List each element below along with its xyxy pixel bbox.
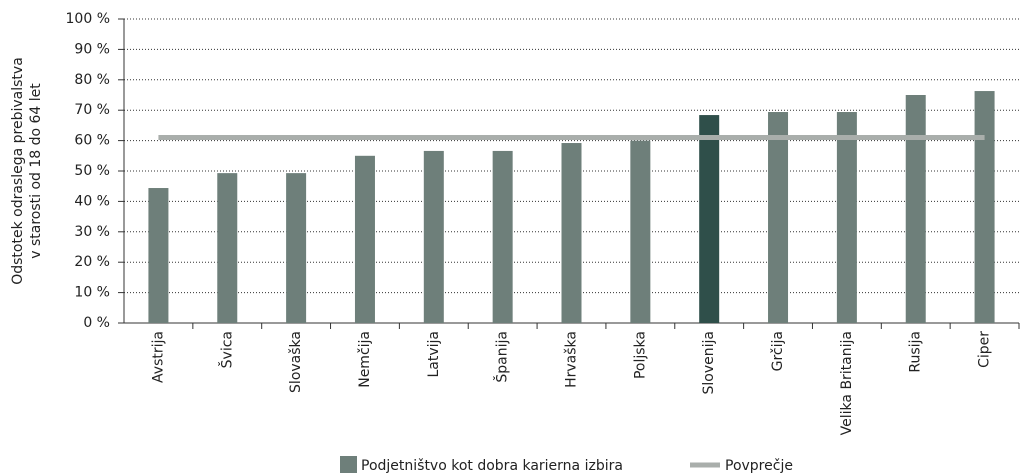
y-tick-label: 80 % <box>74 72 110 88</box>
bar <box>492 150 513 323</box>
bar <box>630 140 651 323</box>
legend-label: Povprečje <box>725 458 793 474</box>
bar <box>217 173 238 323</box>
bar <box>974 91 995 323</box>
x-tick-label: Slovenija <box>701 331 717 394</box>
y-axis-label: Odstotek odraslega prebivalstva <box>10 57 26 285</box>
y-tick-label: 0 % <box>83 315 110 331</box>
y-tick-label: 90 % <box>74 41 110 57</box>
x-tick-label: Grčija <box>770 331 786 371</box>
y-axis-label: v starosti od 18 do 64 let <box>28 83 44 259</box>
bar <box>561 143 582 323</box>
y-tick-label: 10 % <box>74 285 110 301</box>
bar <box>768 112 789 323</box>
x-tick-label: Slovaška <box>288 331 304 393</box>
bar <box>423 150 444 323</box>
bar <box>836 112 857 323</box>
x-tick-label: Španija <box>493 331 511 383</box>
y-tick-label: 70 % <box>74 102 110 118</box>
bar <box>354 155 375 323</box>
bar <box>148 188 169 323</box>
x-tick-label: Nemčija <box>357 331 373 388</box>
x-tick-label: Rusija <box>908 331 924 373</box>
y-tick-label: 40 % <box>74 193 110 209</box>
legend-label: Podjetništvo kot dobra karierna izbira <box>361 458 623 474</box>
x-tick-label: Poljska <box>632 331 648 379</box>
bar <box>905 95 926 323</box>
bar <box>699 115 720 324</box>
legend-swatch <box>340 456 357 473</box>
y-tick-label: 60 % <box>74 133 110 149</box>
x-tick-label: Velika Britanija <box>839 331 855 435</box>
y-tick-label: 30 % <box>74 224 110 240</box>
x-tick-label: Latvija <box>426 331 442 378</box>
x-tick-label: Hrvaška <box>564 331 580 388</box>
y-tick-label: 100 % <box>66 11 110 27</box>
bar <box>286 173 307 323</box>
x-tick-label: Ciper <box>977 331 993 368</box>
y-tick-label: 50 % <box>74 163 110 179</box>
y-tick-label: 20 % <box>74 254 110 270</box>
x-tick-label: Avstrija <box>150 331 166 383</box>
x-tick-label: Švica <box>217 331 235 368</box>
